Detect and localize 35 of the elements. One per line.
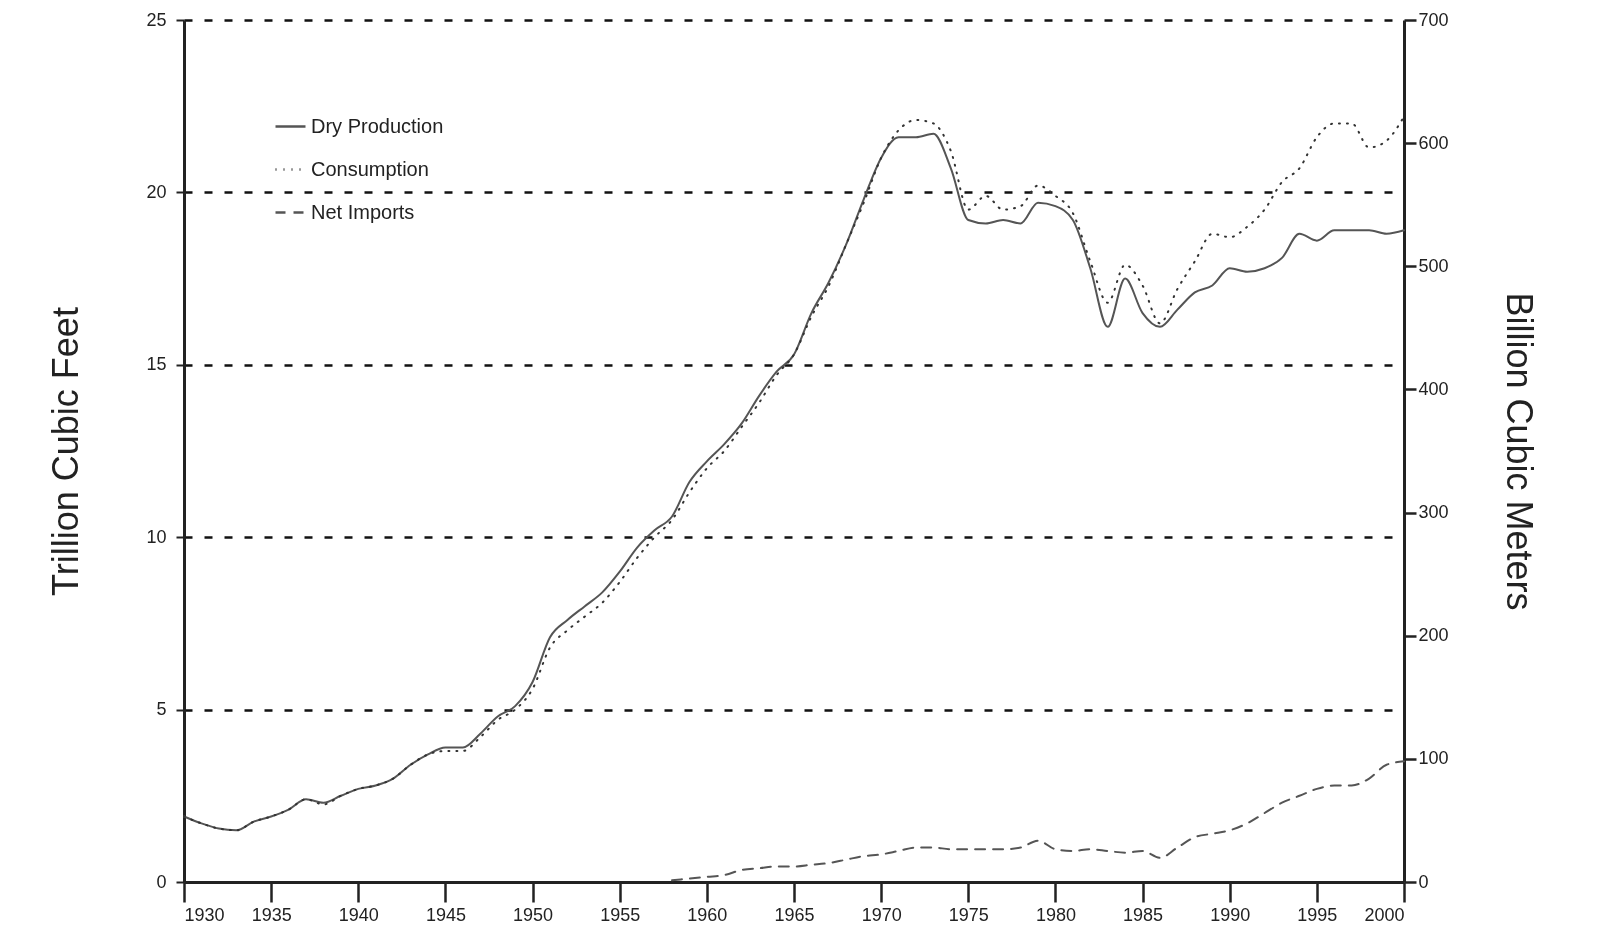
x-tick-label: 1965 xyxy=(774,904,815,925)
x-tick-label: 1995 xyxy=(1297,904,1338,925)
y-axis-title: Trillion Cubic Feet xyxy=(45,307,87,596)
y2-tick-label: 300 xyxy=(1418,502,1449,523)
y2-tick-label: 200 xyxy=(1418,625,1449,646)
y2-tick-label: 100 xyxy=(1418,748,1449,769)
x-tick-label: 1960 xyxy=(687,904,728,925)
x-tick-label: 1955 xyxy=(600,904,641,925)
y2-tick-label: 700 xyxy=(1418,9,1449,30)
x-tick-label: 1940 xyxy=(338,904,379,925)
x-tick-label: 1970 xyxy=(861,904,902,925)
x-tick-label: 2000 xyxy=(1364,904,1405,925)
y2-tick-label: 0 xyxy=(1418,871,1429,892)
x-tick-label: 1945 xyxy=(425,904,466,925)
x-tick-label: 1990 xyxy=(1210,904,1251,925)
y-tick-label: 0 xyxy=(156,871,167,892)
y-tick-label: 5 xyxy=(156,699,167,720)
legend-label: Net Imports xyxy=(311,200,415,223)
x-tick-label: 1930 xyxy=(184,904,225,925)
y2-tick-label: 400 xyxy=(1418,378,1449,399)
x-tick-label: 1975 xyxy=(948,904,989,925)
y-tick-label: 10 xyxy=(146,526,167,547)
y2-tick-label: 500 xyxy=(1418,255,1449,276)
legend-label: Dry Production xyxy=(311,114,444,137)
x-tick-label: 1950 xyxy=(513,904,554,925)
y-tick-label: 15 xyxy=(146,354,167,375)
y2-tick-label: 600 xyxy=(1418,132,1449,153)
x-tick-label: 1935 xyxy=(251,904,292,925)
legend-label: Consumption xyxy=(311,157,429,180)
y-tick-label: 20 xyxy=(146,181,167,202)
x-tick-label: 1980 xyxy=(1035,904,1076,925)
y2-axis-title: Billion Cubic Meters xyxy=(1498,292,1540,611)
line-series xyxy=(671,760,1405,882)
y-tick-label: 25 xyxy=(146,9,167,30)
x-tick-label: 1985 xyxy=(1123,904,1164,925)
